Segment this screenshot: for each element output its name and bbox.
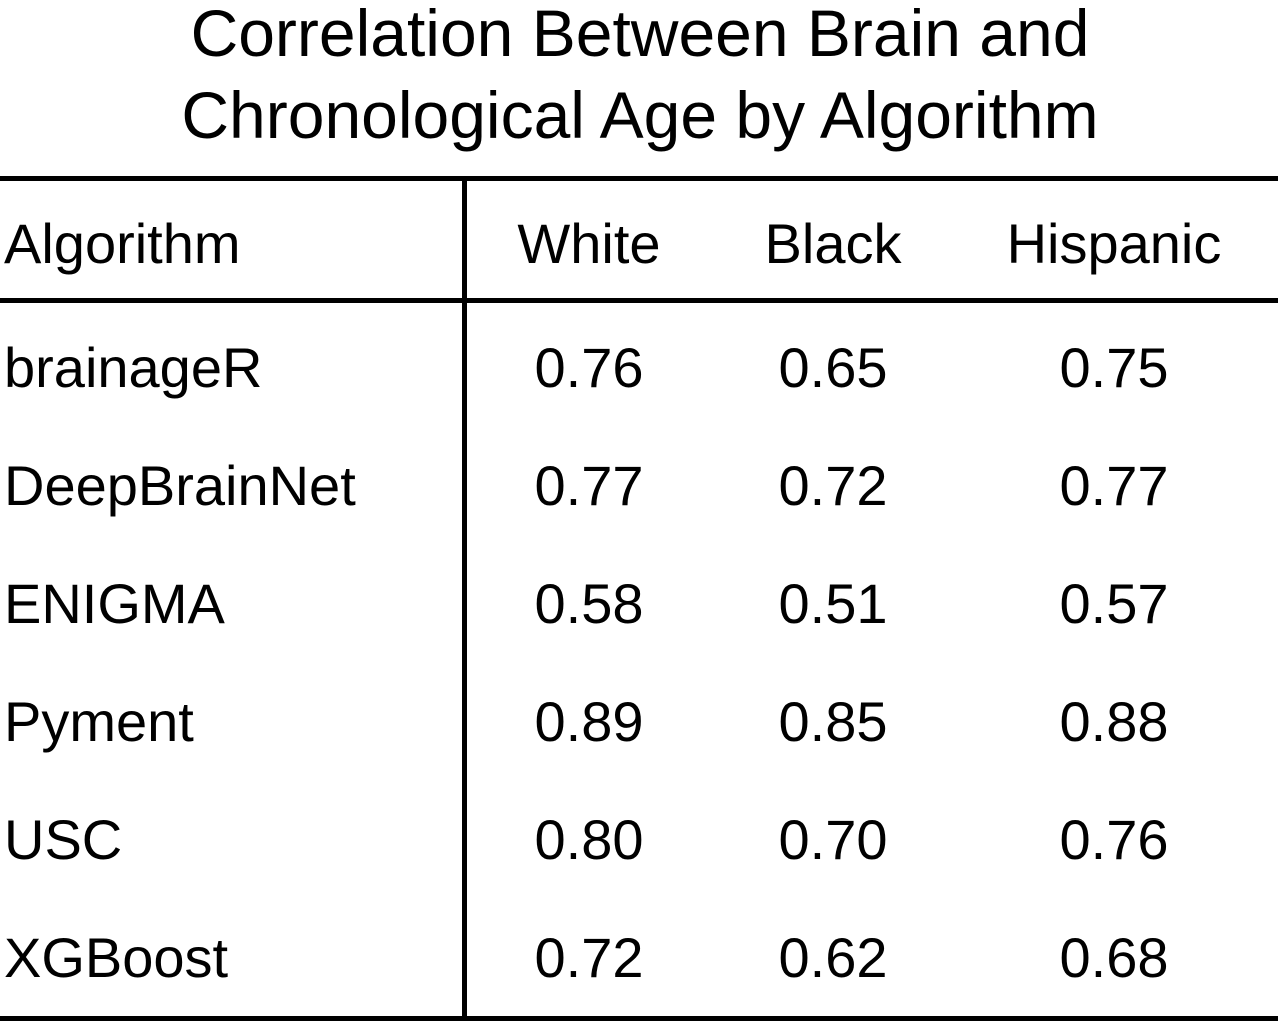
cell-white: 0.77 <box>534 454 644 517</box>
cell-white: 0.80 <box>534 808 644 871</box>
title-line-1: Correlation Between Brain and <box>190 0 1090 70</box>
cell-black: 0.51 <box>778 572 888 635</box>
row-label: Pyment <box>4 690 194 753</box>
cell-hispanic: 0.77 <box>1059 454 1169 517</box>
header-algorithm: Algorithm <box>4 212 241 275</box>
row-label: brainageR <box>4 336 263 399</box>
cell-black: 0.85 <box>778 690 888 753</box>
row-label: USC <box>4 808 123 871</box>
cell-white: 0.76 <box>534 336 644 399</box>
header-black: Black <box>764 212 902 275</box>
cell-black: 0.65 <box>778 336 888 399</box>
cell-black: 0.70 <box>778 808 888 871</box>
cell-hispanic: 0.76 <box>1059 808 1169 871</box>
cell-white: 0.58 <box>534 572 644 635</box>
table-top-rule <box>0 176 1278 181</box>
chart-title: Correlation Between Brain and Chronologi… <box>0 0 1280 156</box>
cell-hispanic: 0.57 <box>1059 572 1169 635</box>
header-hispanic: Hispanic <box>1006 212 1222 275</box>
header-white: White <box>517 212 661 275</box>
table-bottom-rule <box>0 1016 1278 1021</box>
table-header-rule <box>0 298 1278 303</box>
cell-hispanic: 0.75 <box>1059 336 1169 399</box>
cell-white: 0.72 <box>534 926 644 989</box>
cell-white: 0.89 <box>534 690 644 753</box>
row-label: XGBoost <box>4 926 229 989</box>
title-line-2: Chronological Age by Algorithm <box>181 78 1099 152</box>
row-label: ENIGMA <box>4 572 225 635</box>
cell-black: 0.72 <box>778 454 888 517</box>
cell-black: 0.62 <box>778 926 888 989</box>
table-column-divider <box>462 181 467 1016</box>
row-label: DeepBrainNet <box>4 454 356 517</box>
cell-hispanic: 0.68 <box>1059 926 1169 989</box>
cell-hispanic: 0.88 <box>1059 690 1169 753</box>
